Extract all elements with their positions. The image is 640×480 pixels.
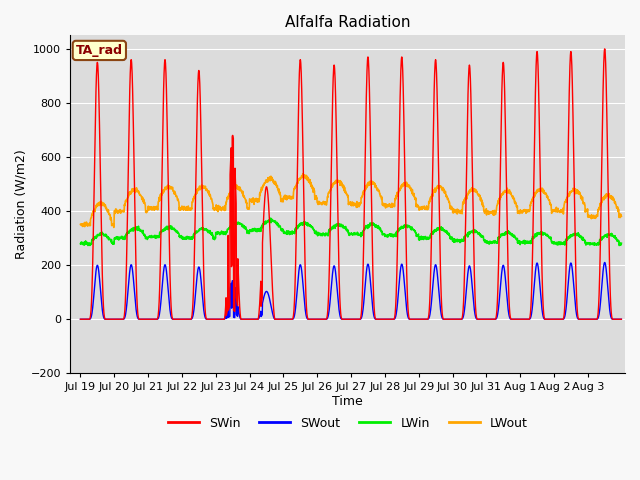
Y-axis label: Radiation (W/m2): Radiation (W/m2) [15,149,28,259]
Title: Alfalfa Radiation: Alfalfa Radiation [285,15,410,30]
Legend: SWin, SWout, LWin, LWout: SWin, SWout, LWin, LWout [163,412,532,435]
X-axis label: Time: Time [332,395,363,408]
Text: TA_rad: TA_rad [76,44,123,57]
